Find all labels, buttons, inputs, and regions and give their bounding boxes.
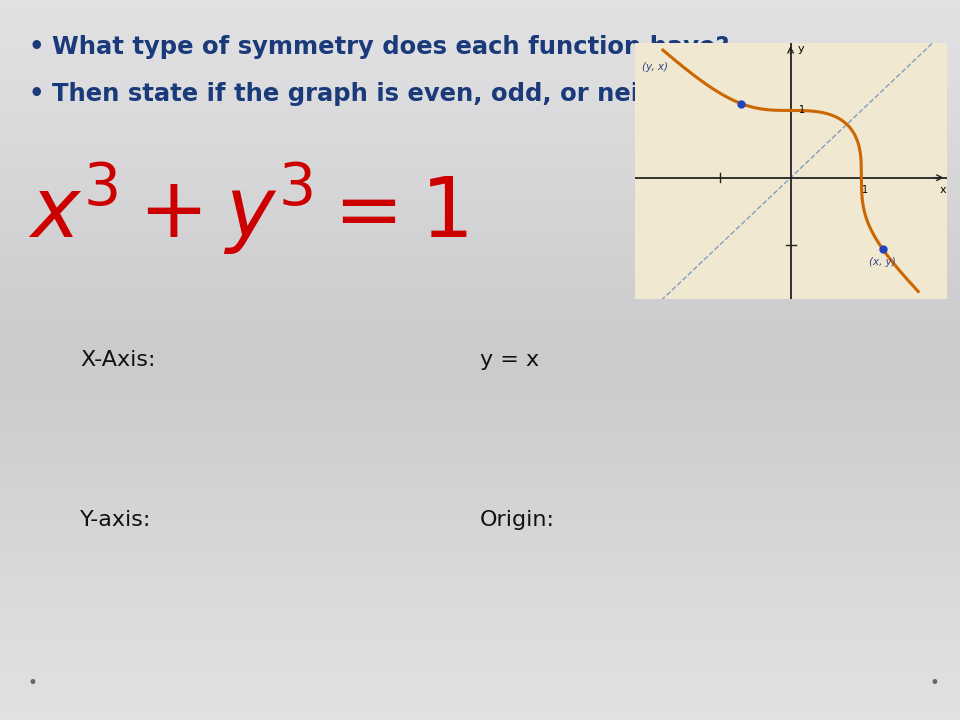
Text: Then state if the graph is even, odd, or neither: Then state if the graph is even, odd, or… <box>52 82 696 106</box>
Text: 1: 1 <box>799 105 805 115</box>
Text: •: • <box>28 35 43 59</box>
Text: What type of symmetry does each function have?: What type of symmetry does each function… <box>52 35 730 59</box>
Text: y: y <box>798 44 804 53</box>
Text: $x^3 + y^3 = 1$: $x^3 + y^3 = 1$ <box>28 160 468 257</box>
Text: •: • <box>28 674 37 692</box>
Text: •: • <box>28 82 43 106</box>
Text: X-Axis:: X-Axis: <box>80 350 156 370</box>
Text: (x, y): (x, y) <box>869 257 896 267</box>
Text: 1: 1 <box>862 184 868 194</box>
Text: x: x <box>940 184 947 194</box>
Text: •: • <box>930 674 940 692</box>
Text: Y-axis:: Y-axis: <box>80 510 152 530</box>
Text: y = x: y = x <box>480 350 540 370</box>
Text: Origin:: Origin: <box>480 510 555 530</box>
Text: (y, x): (y, x) <box>641 62 667 72</box>
